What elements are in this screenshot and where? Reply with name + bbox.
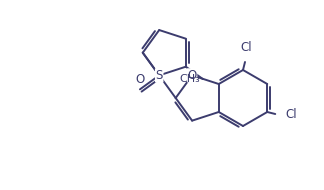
Text: O: O: [188, 69, 197, 82]
Text: Cl: Cl: [240, 41, 252, 54]
Text: CH₃: CH₃: [179, 74, 200, 84]
Text: S: S: [156, 69, 163, 82]
Text: Cl: Cl: [285, 108, 297, 120]
Text: O: O: [135, 73, 145, 86]
